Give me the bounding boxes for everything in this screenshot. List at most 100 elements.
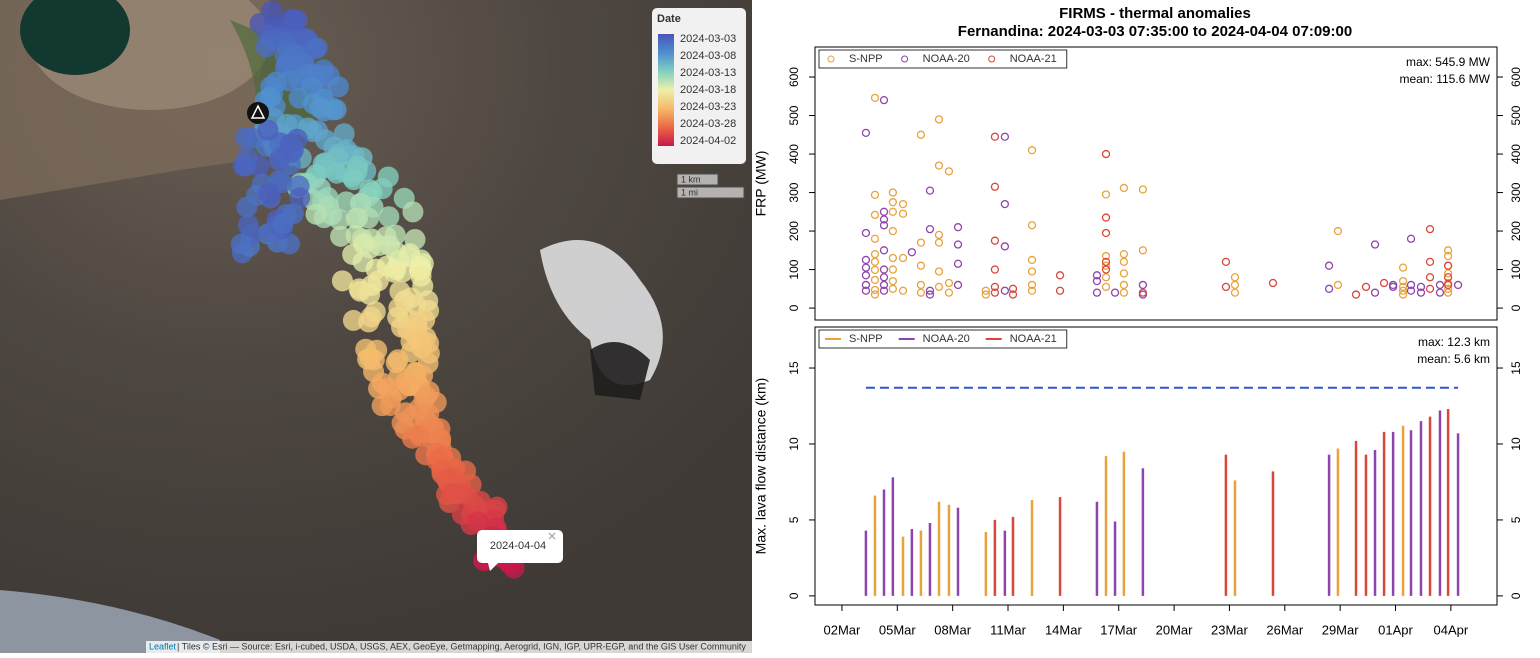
x-tick-label: 02Mar [824,622,862,637]
x-tick-label: 14Mar [1045,622,1083,637]
scatter-point [1027,255,1037,265]
scatter-point [898,209,908,218]
x-tick-label: 05Mar [879,622,917,637]
scatter-point [1101,273,1111,282]
scatter-point [879,221,889,230]
lava-point [236,147,258,169]
scatter-point [1230,273,1240,282]
lava-point [309,97,331,119]
scatter-point [981,286,991,295]
attribution-box [146,641,752,653]
lava-point [347,207,369,229]
scatter-point [888,226,898,236]
scatter-point [1370,240,1380,249]
x-tick-label: 08Mar [934,622,972,637]
scatter-point [990,132,1000,141]
vent-marker[interactable] [247,102,269,124]
y2-tick-label: 400 [1509,144,1523,164]
lava-point [383,261,405,283]
y2-tick-label: 100 [1509,259,1523,279]
scatter-point [944,288,954,297]
y-tick-label: 200 [787,221,801,241]
scatter-point [1027,146,1037,155]
scatter-point [1416,282,1426,292]
scatter-point [1370,288,1380,297]
lava-point [257,119,279,141]
scatter-point [1092,288,1102,297]
scatter-point [1398,263,1408,272]
scatter-point [1119,183,1129,193]
scatter-point [1388,282,1398,292]
y2-tick-label: 0 [1509,304,1523,311]
scatter-point [990,282,1000,292]
lava-point [378,206,400,228]
scatter-point [1138,246,1148,255]
map[interactable]: 2024-04-04 Date 2024-03-03 2024-03-08 2024… [0,0,752,653]
scatter-point [888,188,898,197]
y-tick-label: 15 [787,361,801,375]
scatter-point [870,190,880,200]
scatter-point [907,248,917,257]
scatter-point [990,182,1000,191]
scale-km: 1 km [681,174,701,184]
scatter-point [1406,234,1416,243]
lava-point [409,425,431,447]
scatter-point [1101,228,1111,238]
lava-point [342,243,364,265]
scatter-point [1443,251,1453,261]
y2-tick-label: 15 [1509,361,1523,375]
chart-title: FIRMS - thermal anomalies [1059,5,1251,22]
y-tick-label: 500 [787,105,801,125]
scatter-point [1398,282,1408,292]
scatter-point [1000,199,1010,209]
scatter-point [953,280,963,290]
y2-tick-label: 0 [1509,592,1523,599]
x-tick-label: 26Mar [1266,622,1304,637]
lava-point [326,162,348,184]
scatter-point [1268,278,1278,288]
scatter-point [990,288,1000,297]
y2-tick-label: 500 [1509,105,1523,125]
scatter-point [1443,269,1453,278]
scatter-point [1435,280,1445,290]
scatter-point [1221,282,1231,292]
scatter-point [925,224,935,234]
attribution-link[interactable]: Leaflet [149,641,177,651]
lava-point [467,511,489,533]
legend-symbol [988,55,996,63]
popup-close[interactable] [548,532,556,540]
scatter-point [888,276,898,286]
lava-point [258,182,280,204]
legend-label: 2024-03-28 [680,118,736,130]
scatter-point [916,288,926,297]
popup-text: 2024-04-04 [490,540,546,552]
scatter-point [898,199,908,209]
scale-bar: 1 km 1 mi [676,173,745,199]
scatter-point [1443,284,1453,293]
legend: S-NPP NOAA-20 NOAA-21 [818,329,1068,349]
lava-point [306,37,328,59]
scatter-point [953,240,963,249]
scatter-point [934,230,944,240]
scatter-point [1333,226,1343,236]
scatter-point [879,207,889,216]
lava-point [379,394,401,416]
scatter-point [1398,290,1408,299]
scatter-point [1416,288,1426,297]
scatter-point [934,238,944,247]
x-tick-label: 11Mar [990,622,1027,637]
scatter-point [1119,288,1129,297]
scatter-point [1443,246,1453,255]
scatter-point [925,290,935,299]
scatter-point [888,253,898,263]
scatter-point [861,128,871,138]
scatter-point [1398,276,1408,286]
scatter-point [1361,282,1371,292]
lava-point [387,349,409,371]
legend-symbol [827,55,835,63]
lava-point [400,330,422,352]
y-tick-label: 0 [787,304,801,311]
crater-lake [20,0,130,75]
scatter-point [1000,242,1010,251]
